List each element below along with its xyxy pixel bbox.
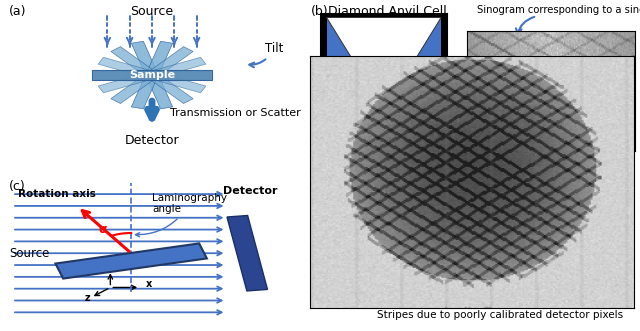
- Polygon shape: [95, 71, 209, 79]
- Polygon shape: [227, 215, 268, 291]
- Polygon shape: [326, 91, 441, 158]
- Text: Source: Source: [131, 5, 173, 18]
- Polygon shape: [111, 47, 193, 104]
- Text: Tilt: Tilt: [250, 42, 284, 67]
- Bar: [321, 14, 447, 161]
- Text: Sinogram corresponding to a single cross-section: Sinogram corresponding to a single cross…: [333, 180, 608, 190]
- Text: Detector: Detector: [125, 134, 179, 147]
- Polygon shape: [326, 18, 441, 84]
- Text: x: x: [146, 279, 152, 289]
- Polygon shape: [93, 70, 212, 80]
- Text: (d): (d): [310, 180, 328, 193]
- Text: y: y: [106, 259, 112, 269]
- Bar: [326, 18, 441, 158]
- Text: (c): (c): [9, 180, 26, 193]
- Bar: [365, 84, 403, 91]
- Polygon shape: [131, 41, 173, 109]
- Text: Sinogram corresponding to a single slice: Sinogram corresponding to a single slice: [477, 5, 640, 15]
- Text: Source: Source: [9, 247, 49, 260]
- Text: Stripes due to poorly calibrated detector pixels: Stripes due to poorly calibrated detecto…: [377, 310, 623, 320]
- Text: Metal
blocks
beam: Metal blocks beam: [454, 121, 489, 156]
- Text: z: z: [85, 293, 91, 303]
- Polygon shape: [131, 41, 173, 109]
- Polygon shape: [98, 57, 206, 93]
- Text: Sample: Sample: [324, 164, 366, 173]
- Text: Rotation axis: Rotation axis: [18, 189, 96, 199]
- Text: Laminography
angle: Laminography angle: [136, 193, 227, 237]
- Text: Transmission or Scatter: Transmission or Scatter: [170, 108, 301, 118]
- Text: Detector: Detector: [223, 186, 278, 196]
- Text: (b): (b): [310, 5, 328, 18]
- Polygon shape: [111, 47, 193, 104]
- Polygon shape: [98, 57, 206, 93]
- Polygon shape: [56, 243, 207, 279]
- Text: (a): (a): [9, 5, 27, 18]
- Text: α: α: [99, 223, 107, 236]
- Text: Sample: Sample: [129, 70, 175, 80]
- Text: Diamond Anvil Cell: Diamond Anvil Cell: [328, 5, 447, 18]
